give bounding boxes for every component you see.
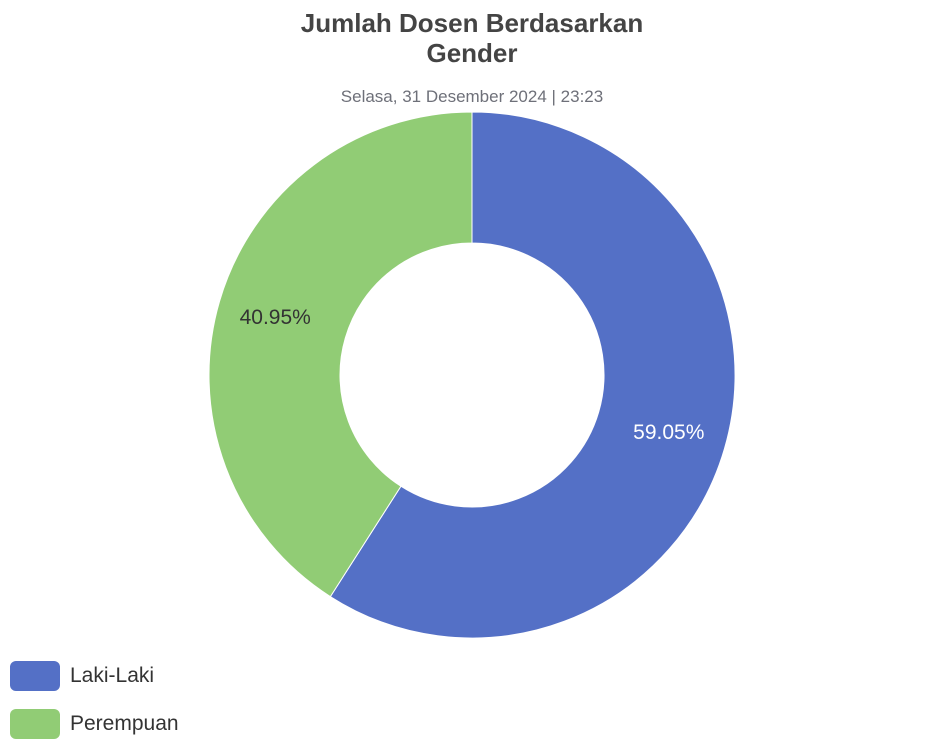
legend-item-perempuan[interactable]: Perempuan [10, 708, 179, 740]
legend-swatch-perempuan [10, 709, 60, 739]
chart-title-line-1: Jumlah Dosen Berdasarkan [300, 8, 644, 38]
chart-subtitle: Selasa, 31 Desember 2024 | 23:23 [340, 87, 604, 106]
legend-label-laki-laki: Laki-Laki [70, 664, 155, 687]
slice-label-laki-laki: 59.05% [633, 421, 704, 444]
slice-laki-laki[interactable] [329, 111, 736, 639]
chart-title-line-2: Gender [426, 38, 518, 68]
legend: Laki-Laki Perempuan [10, 660, 179, 756]
slice-perempuan[interactable] [208, 111, 473, 598]
legend-label-perempuan: Perempuan [70, 712, 179, 735]
slice-label-perempuan: 40.95% [240, 306, 311, 329]
legend-swatch-laki-laki [10, 661, 60, 691]
legend-item-laki-laki[interactable]: Laki-Laki [10, 660, 179, 692]
